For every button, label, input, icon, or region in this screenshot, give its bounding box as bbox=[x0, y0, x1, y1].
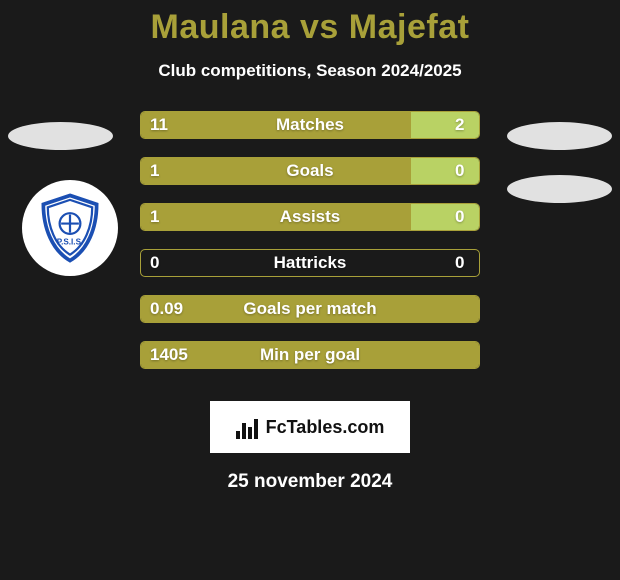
stat-value-left: 0.09 bbox=[150, 299, 183, 319]
club-crest-icon: P.S.I.S. bbox=[33, 191, 107, 265]
player-right-ellipse-2 bbox=[507, 175, 612, 203]
stat-row: 1 Assists 0 bbox=[140, 203, 480, 231]
page-title: Maulana vs Majefat bbox=[151, 8, 470, 47]
stat-value-right: 2 bbox=[455, 115, 464, 135]
stat-bar-right bbox=[411, 158, 479, 184]
stat-value-left: 11 bbox=[150, 115, 168, 135]
stat-value-left: 1 bbox=[150, 207, 159, 227]
stat-row: 1405 Min per goal bbox=[140, 341, 480, 369]
stat-value-right: 0 bbox=[455, 207, 464, 227]
stat-bar-right bbox=[411, 112, 479, 138]
stat-label: Goals per match bbox=[243, 299, 376, 319]
subtitle: Club competitions, Season 2024/2025 bbox=[158, 61, 461, 81]
svg-text:P.S.I.S.: P.S.I.S. bbox=[57, 237, 84, 246]
brand-text: FcTables.com bbox=[266, 417, 385, 438]
stat-value-left: 0 bbox=[150, 253, 159, 273]
brand-badge[interactable]: FcTables.com bbox=[210, 401, 410, 453]
stat-label: Assists bbox=[280, 207, 340, 227]
stat-value-right: 0 bbox=[455, 161, 464, 181]
club-logo-left: P.S.I.S. bbox=[22, 180, 118, 276]
player-right-ellipse-1 bbox=[507, 122, 612, 150]
stats-list: 11 Matches 2 1 Goals 0 1 Assists 0 0 Hattricks 0 0.0… bbox=[140, 111, 480, 387]
stat-value-left: 1405 bbox=[150, 345, 188, 365]
stat-row: 0 Hattricks 0 bbox=[140, 249, 480, 277]
stat-value-right: 0 bbox=[455, 253, 464, 273]
stat-label: Goals bbox=[286, 161, 333, 181]
stat-label: Hattricks bbox=[274, 253, 347, 273]
stat-bar-left bbox=[141, 204, 411, 230]
stat-row: 1 Goals 0 bbox=[140, 157, 480, 185]
stat-label: Matches bbox=[276, 115, 344, 135]
brand-chart-icon bbox=[236, 415, 260, 439]
date-label: 25 november 2024 bbox=[228, 471, 393, 493]
player-left-ellipse-1 bbox=[8, 122, 113, 150]
stat-bar-right bbox=[411, 204, 479, 230]
stat-row: 11 Matches 2 bbox=[140, 111, 480, 139]
stat-row: 0.09 Goals per match bbox=[140, 295, 480, 323]
stat-value-left: 1 bbox=[150, 161, 159, 181]
stat-label: Min per goal bbox=[260, 345, 360, 365]
stat-bar-left bbox=[141, 158, 411, 184]
